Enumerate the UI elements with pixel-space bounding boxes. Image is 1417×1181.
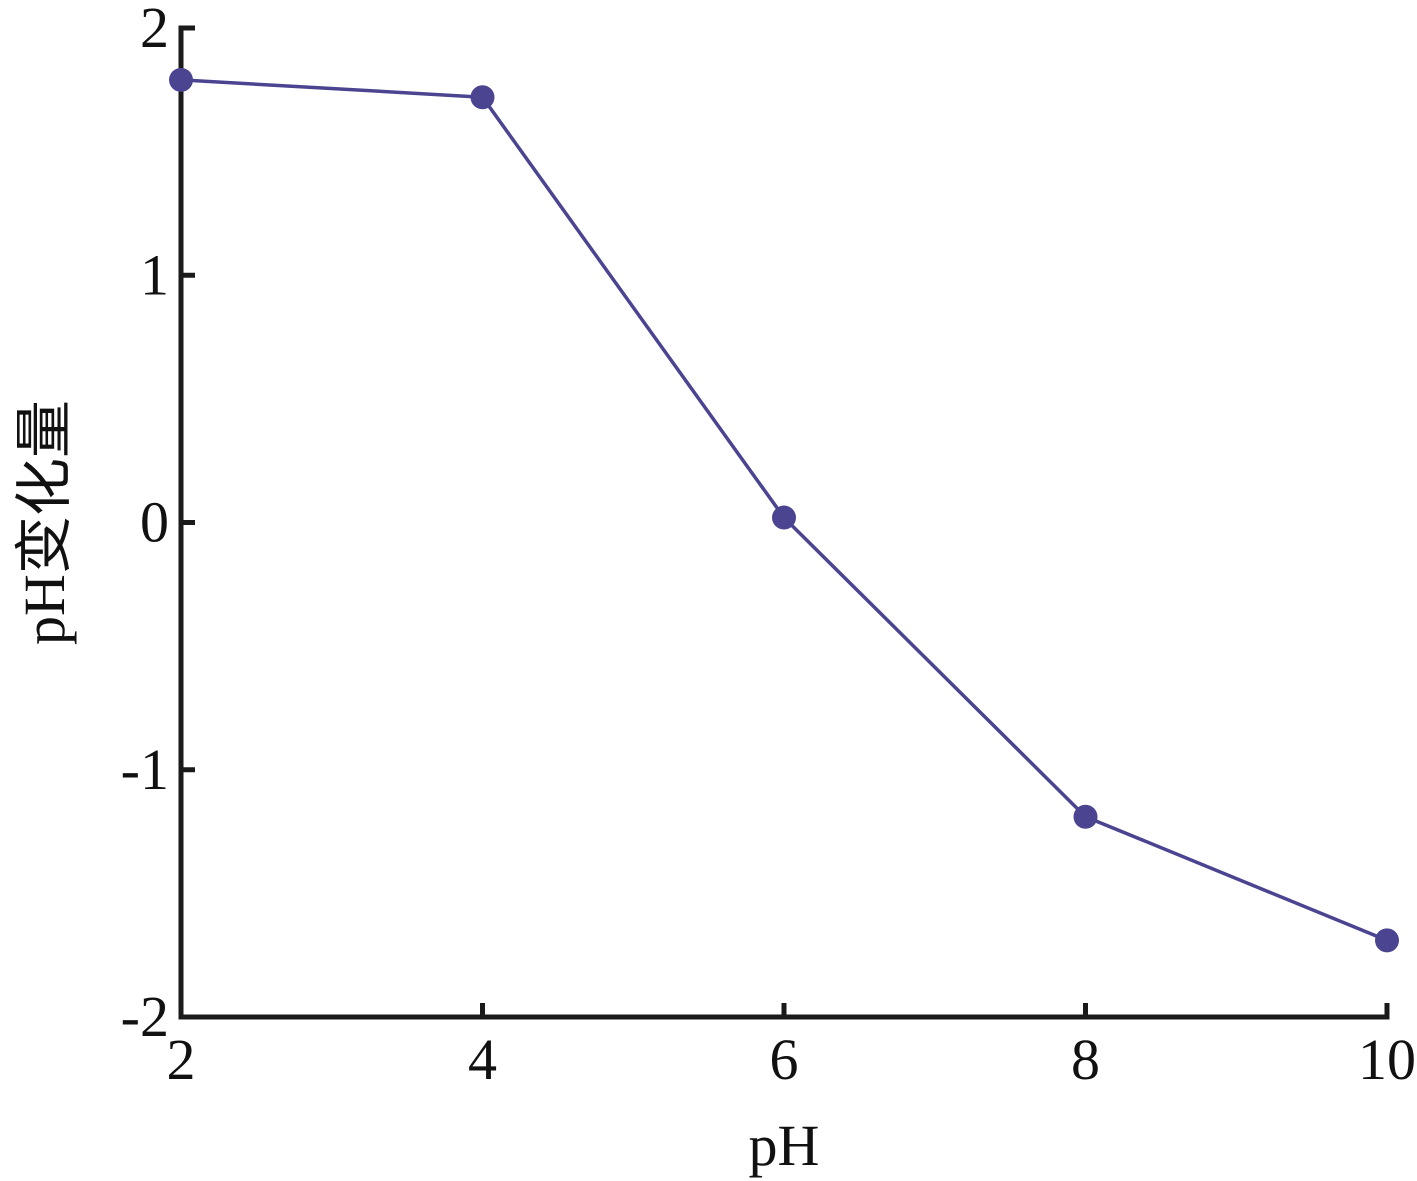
series [169, 67, 1399, 953]
x-tick-label: 8 [1071, 1027, 1100, 1092]
y-ticks: -2 -1 0 1 2 [121, 0, 195, 1049]
y-tick-label: 2 [140, 0, 169, 60]
data-point [169, 67, 193, 92]
y-axis-title: pH变化量 [12, 400, 77, 645]
x-tick-label: 10 [1358, 1027, 1416, 1092]
axes: 2 4 6 8 10 -2 -1 0 1 2 [121, 0, 1416, 1092]
data-point [772, 505, 796, 530]
y-tick-label: 1 [140, 242, 169, 307]
x-tick-label: 6 [770, 1027, 799, 1092]
y-tick-label: -1 [121, 737, 169, 802]
y-tick-label: 0 [140, 490, 169, 555]
x-ticks: 2 4 6 8 10 [167, 1003, 1416, 1092]
data-point [1375, 928, 1399, 953]
x-axis-title: pH [749, 1113, 820, 1178]
x-tick-label: 4 [468, 1027, 497, 1092]
data-point [1073, 804, 1098, 829]
x-tick-label: 2 [167, 1027, 196, 1092]
data-point [470, 85, 495, 110]
y-tick-label: -2 [121, 984, 169, 1049]
